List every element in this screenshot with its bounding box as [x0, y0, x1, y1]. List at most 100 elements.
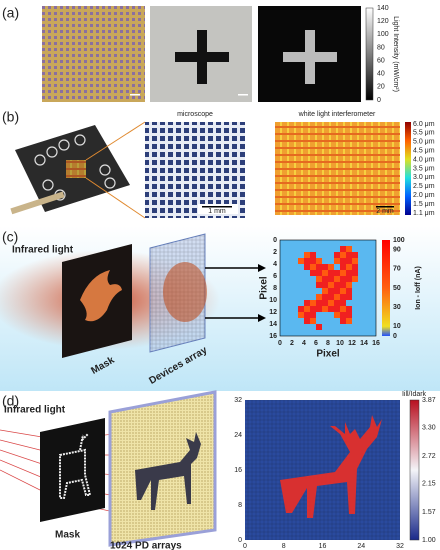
decoration	[42, 179, 54, 191]
y-tick-label: 2	[273, 249, 277, 256]
active-pixel	[322, 288, 328, 294]
active-pixel	[334, 306, 340, 312]
colorbar-tick: 100	[377, 31, 389, 38]
colorbar-tick: 3.87	[422, 397, 436, 404]
y-axis-label: Pixel	[259, 276, 270, 300]
x-tick-label: 8	[326, 340, 330, 347]
active-pixel	[340, 252, 346, 258]
x-tick-label: 16	[372, 340, 380, 347]
y-tick-label: 0	[273, 237, 277, 244]
colorbar-tick: 60	[377, 57, 385, 64]
scale-box	[198, 204, 238, 214]
map-grid	[245, 400, 400, 540]
colorbar-tick: 0	[377, 97, 381, 104]
active-pixel	[328, 306, 334, 312]
scale-label: 2 mm	[376, 208, 394, 215]
active-pixel	[328, 282, 334, 288]
active-pixel	[328, 270, 334, 276]
decoration	[58, 139, 70, 151]
colorbar-tick: 1.1 μm	[413, 210, 435, 217]
colorbar-tick: 0	[393, 333, 397, 340]
active-pixel	[298, 258, 304, 264]
active-pixel	[346, 294, 352, 300]
arrow-head	[258, 314, 266, 322]
y-tick-label: 14	[269, 321, 277, 328]
active-pixel	[352, 258, 358, 264]
decoration	[99, 164, 111, 176]
active-pixel	[340, 282, 346, 288]
colorbar-tick: 4.0 μm	[413, 156, 435, 163]
active-pixel	[328, 300, 334, 306]
active-pixel	[340, 312, 346, 318]
active-pixel	[340, 258, 346, 264]
active-pixel	[316, 324, 322, 330]
active-pixel	[322, 270, 328, 276]
active-pixel	[304, 300, 310, 306]
colorbar-tick: 20	[377, 84, 385, 91]
y-tick-label: 12	[269, 309, 277, 316]
colorbar-tick: 3.5 μm	[413, 165, 435, 172]
beam-spot	[163, 262, 207, 322]
colorbar	[365, 7, 374, 101]
active-pixel	[310, 270, 316, 276]
active-pixel	[334, 312, 340, 318]
active-pixel	[316, 306, 322, 312]
zoom-line	[85, 177, 146, 219]
deer-cutout	[59, 433, 92, 499]
active-pixel	[352, 276, 358, 282]
active-pixel	[340, 264, 346, 270]
colorbar-tick: 1.00	[422, 537, 436, 544]
deer-response	[280, 415, 382, 518]
active-pixel	[334, 252, 340, 258]
arrow-head	[258, 264, 266, 272]
y-tick-label: 8	[273, 285, 277, 292]
active-pixel	[316, 300, 322, 306]
y-tick-label: 6	[273, 273, 277, 280]
colorbar-tick: 120	[377, 18, 389, 25]
active-pixel	[346, 276, 352, 282]
colorbar-tick: 1.57	[422, 509, 436, 516]
y-tick-label: 10	[269, 297, 277, 304]
active-pixel	[304, 252, 310, 258]
colorbar-tick: 90	[393, 246, 401, 253]
colorbar-tick: 80	[377, 44, 385, 51]
active-pixel	[304, 318, 310, 324]
colorbar-tick: 1.5 μm	[413, 201, 435, 208]
decoration	[66, 160, 86, 178]
active-pixel	[334, 300, 340, 306]
colorbar-tick: 10	[393, 323, 401, 330]
colorbar-tick: 2.0 μm	[413, 192, 435, 199]
decoration	[34, 154, 46, 166]
active-pixel	[346, 258, 352, 264]
x-axis-label: Pixel	[316, 349, 340, 360]
x-tick-label: 16	[319, 543, 327, 550]
decoration	[10, 191, 65, 215]
active-pixel	[346, 270, 352, 276]
active-pixel	[322, 264, 328, 270]
x-tick-label: 24	[357, 543, 365, 550]
colorbar-tick: 3.0 μm	[413, 174, 435, 181]
colorbar-tick: 5.0 μm	[413, 139, 435, 146]
x-tick-label: 10	[336, 340, 344, 347]
beam-label: Infrared light	[12, 245, 74, 256]
colorbar	[382, 240, 390, 336]
colorbar-tick: 140	[377, 5, 389, 12]
active-pixel	[298, 312, 304, 318]
active-pixel	[328, 288, 334, 294]
active-pixel	[304, 258, 310, 264]
panel-label: (c)	[2, 229, 18, 245]
active-pixel	[334, 294, 340, 300]
colorbar-label: Light Intensity (mW/cm²)	[392, 16, 399, 92]
x-tick-label: 2	[290, 340, 294, 347]
colorbar-tick: 2.72	[422, 453, 436, 460]
x-tick-label: 0	[278, 340, 282, 347]
active-pixel	[334, 288, 340, 294]
y-tick-label: 4	[273, 261, 277, 268]
active-pixel	[310, 258, 316, 264]
x-tick-label: 8	[282, 543, 286, 550]
map-frame	[279, 239, 377, 337]
active-pixel	[310, 312, 316, 318]
colorbar-tick: 50	[393, 285, 401, 292]
colorbar-tick: 2.5 μm	[413, 183, 435, 190]
